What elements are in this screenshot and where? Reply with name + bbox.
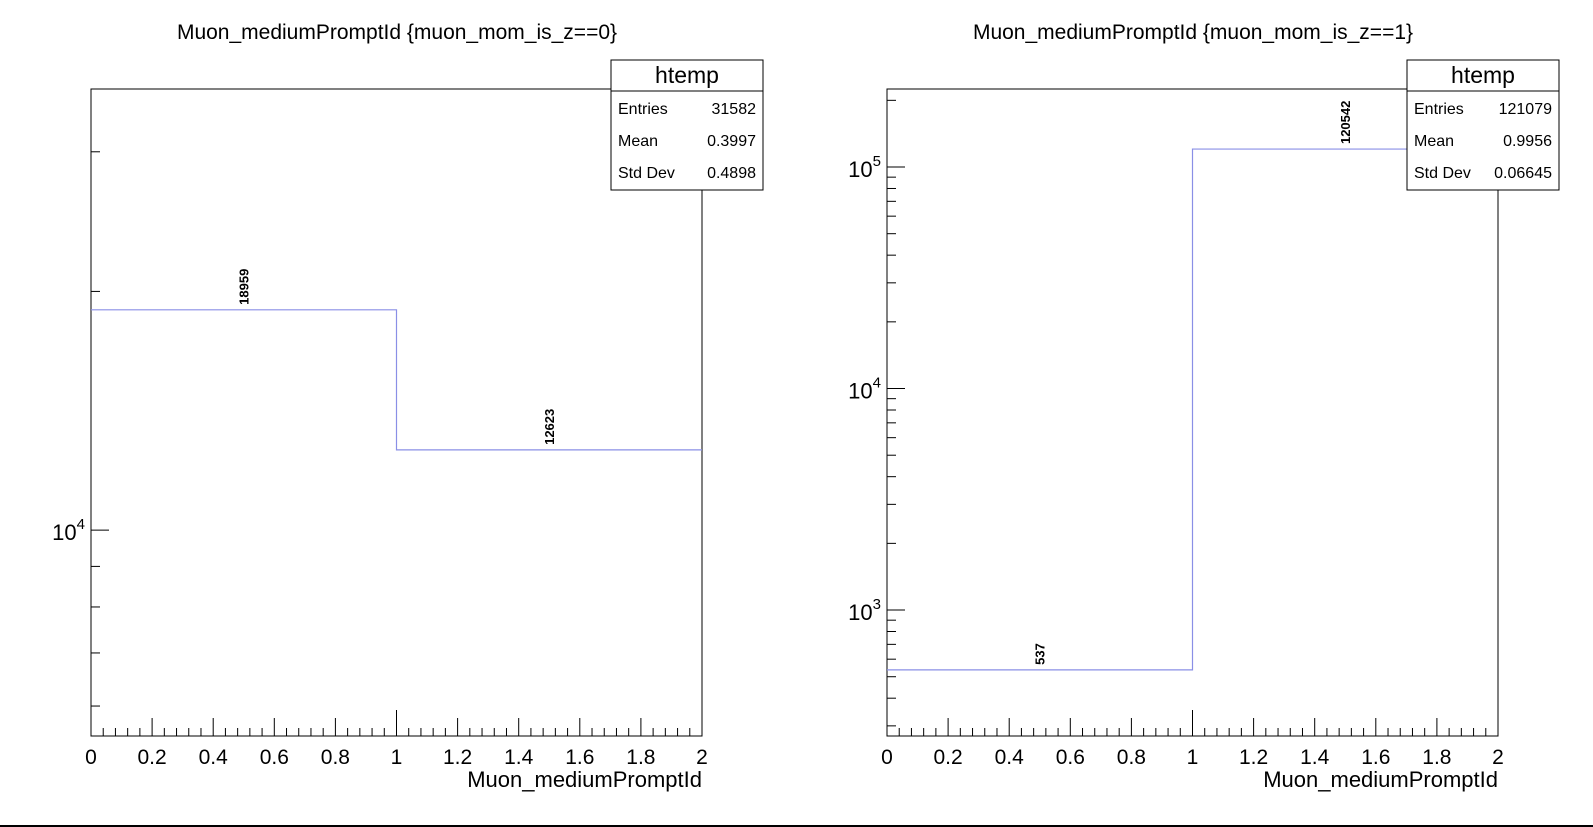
stats-mean-value: 0.3997 xyxy=(707,133,756,150)
x-tick-label: 1.4 xyxy=(1300,746,1330,769)
histogram-panel-right: Muon_mediumPromptId {muon_mom_is_z==1} 0… xyxy=(848,21,1560,792)
stats-stddev-value: 0.06645 xyxy=(1494,165,1552,182)
y-axis-ticks xyxy=(91,151,109,707)
x-axis-label: Muon_mediumPromptId xyxy=(1263,767,1498,792)
bin-value-label: 18959 xyxy=(237,269,252,305)
x-tick-label: 2 xyxy=(696,746,708,769)
x-tick-label: 0.6 xyxy=(1056,746,1085,769)
x-tick-label: 1.8 xyxy=(626,746,655,769)
stats-box-name: htemp xyxy=(655,62,719,88)
x-tick-label: 0.8 xyxy=(1117,746,1146,769)
histogram-panel-left: Muon_mediumPromptId {muon_mom_is_z==0} 0… xyxy=(52,21,764,792)
stats-entries-value: 31582 xyxy=(712,101,757,118)
stats-mean-label: Mean xyxy=(618,133,658,150)
x-tick-label: 0.2 xyxy=(933,746,962,769)
x-axis-label: Muon_mediumPromptId xyxy=(467,767,702,792)
y-axis-tick-labels: 104 xyxy=(52,516,85,545)
bin-value-label: 12623 xyxy=(542,409,557,445)
chart-title: Muon_mediumPromptId {muon_mom_is_z==1} xyxy=(973,21,1413,44)
x-tick-label: 0.4 xyxy=(995,746,1025,769)
histogram-line xyxy=(91,309,702,451)
x-tick-label: 2 xyxy=(1492,746,1504,769)
x-tick-label: 1.6 xyxy=(1361,746,1390,769)
x-axis-tick-labels: 0 0.2 0.4 0.6 0.8 1 1.2 1.4 1.6 1.8 2 xyxy=(881,746,1504,769)
x-tick-label: 1 xyxy=(391,746,403,769)
stats-box: htemp Entries 121079 Mean 0.9956 Std Dev… xyxy=(1406,59,1560,191)
stats-stddev-value: 0.4898 xyxy=(707,165,756,182)
y-tick-label: 105 xyxy=(848,153,881,182)
x-tick-label: 1.2 xyxy=(443,746,472,769)
bin-value-labels: 537 120542 xyxy=(1033,101,1354,665)
x-tick-label: 0.8 xyxy=(321,746,350,769)
y-axis-tick-labels: 103 104 105 xyxy=(848,153,881,625)
stats-stddev-label: Std Dev xyxy=(1414,165,1471,182)
x-tick-label: 0.6 xyxy=(260,746,289,769)
x-axis-ticks xyxy=(886,710,1499,736)
bin-value-label: 120542 xyxy=(1338,101,1353,144)
x-axis-tick-labels: 0 0.2 0.4 0.6 0.8 1 1.2 1.4 1.6 1.8 2 xyxy=(85,746,708,769)
stats-mean-value: 0.9956 xyxy=(1503,133,1552,150)
x-tick-label: 1.2 xyxy=(1239,746,1268,769)
chart-title: Muon_mediumPromptId {muon_mom_is_z==0} xyxy=(177,21,617,44)
x-tick-label: 0 xyxy=(881,746,893,769)
bin-value-labels: 18959 12623 xyxy=(237,269,558,445)
stats-mean-label: Mean xyxy=(1414,133,1454,150)
x-tick-label: 0.2 xyxy=(137,746,166,769)
stats-entries-label: Entries xyxy=(1414,101,1464,118)
y-tick-label: 103 xyxy=(848,596,881,625)
bin-value-label: 537 xyxy=(1033,643,1048,665)
canvas-bottom-border xyxy=(0,825,1593,827)
x-tick-label: 0.4 xyxy=(199,746,229,769)
x-tick-label: 1.4 xyxy=(504,746,534,769)
x-tick-label: 1 xyxy=(1187,746,1199,769)
y-tick-label: 104 xyxy=(848,375,881,404)
x-tick-label: 1.8 xyxy=(1422,746,1451,769)
y-tick-label: 104 xyxy=(52,516,85,545)
stats-box-name: htemp xyxy=(1451,62,1515,88)
x-tick-label: 0 xyxy=(85,746,97,769)
stats-stddev-label: Std Dev xyxy=(618,165,675,182)
x-tick-label: 1.6 xyxy=(565,746,594,769)
stats-entries-value: 121079 xyxy=(1499,101,1552,118)
y-axis-ticks xyxy=(887,99,905,727)
stats-entries-label: Entries xyxy=(618,101,668,118)
x-axis-ticks xyxy=(90,710,703,736)
stats-box: htemp Entries 31582 Mean 0.3997 Std Dev … xyxy=(610,59,764,191)
histogram-line xyxy=(887,148,1498,671)
